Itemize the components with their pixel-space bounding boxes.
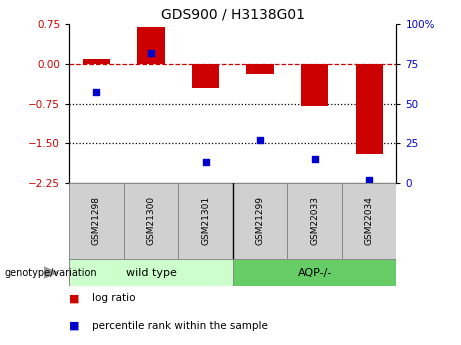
Bar (137, 27, 165, 64)
Bar (233, 183, 287, 259)
Text: ■: ■ (69, 293, 80, 303)
Text: percentile rank within the sample: percentile rank within the sample (92, 321, 268, 331)
Text: GSM21300: GSM21300 (147, 196, 155, 245)
Text: wild type: wild type (125, 268, 177, 277)
Bar (69, 259, 233, 286)
Bar (124, 183, 178, 259)
Text: log ratio: log ratio (92, 293, 136, 303)
Point (311, 156, 318, 162)
Bar (301, 64, 328, 106)
Text: ■: ■ (69, 321, 80, 331)
Point (93, 90, 100, 95)
Bar (247, 64, 274, 75)
Bar (233, 259, 396, 286)
Title: GDS900 / H3138G01: GDS900 / H3138G01 (161, 8, 305, 22)
Bar (83, 59, 110, 64)
Bar (342, 183, 396, 259)
Point (202, 159, 209, 165)
Bar (69, 183, 124, 259)
Point (256, 137, 264, 143)
Text: GSM21301: GSM21301 (201, 196, 210, 245)
Text: GSM22034: GSM22034 (365, 196, 374, 245)
Bar (355, 64, 383, 154)
Text: AQP-/-: AQP-/- (297, 268, 332, 277)
Bar (192, 64, 219, 88)
Bar (287, 183, 342, 259)
Text: genotype/variation: genotype/variation (5, 268, 97, 277)
Bar (178, 183, 233, 259)
Polygon shape (44, 267, 58, 278)
Text: GSM22033: GSM22033 (310, 196, 319, 245)
Point (148, 50, 155, 56)
Text: GSM21298: GSM21298 (92, 196, 101, 245)
Text: GSM21299: GSM21299 (255, 196, 265, 245)
Point (366, 177, 373, 183)
